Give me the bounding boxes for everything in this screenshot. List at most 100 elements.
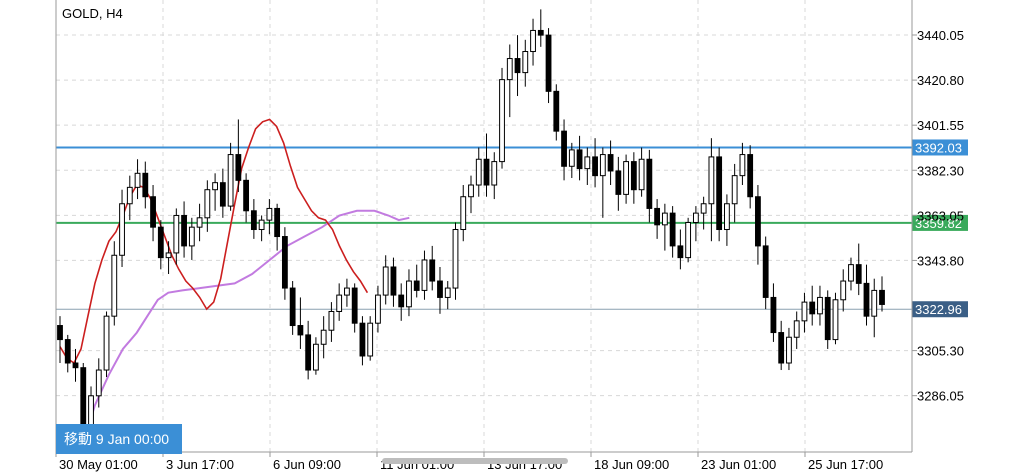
nav-tag-background[interactable] [56,424,182,454]
candle [731,163,738,223]
bull-candle-body [685,221,692,259]
candle [615,156,622,211]
candle [553,84,560,141]
price-line-tag [912,139,968,156]
bear-candle-body [305,334,312,371]
candle [537,9,544,47]
candle [669,206,676,258]
candle [95,358,102,408]
bull-candle-body [708,156,715,205]
candle [452,222,459,300]
bull-candle-body [88,395,94,430]
candle [762,236,769,310]
horizontal-scrollbar[interactable] [382,458,568,464]
candle [336,283,343,321]
bull-candle-body [724,203,730,231]
bull-candle-body [320,329,327,345]
bull-candle-body [460,196,467,231]
x-tick-label: 23 Jun 01:00 [701,457,776,472]
y-tick-label: 3363.05 [917,208,964,223]
candle [809,285,816,326]
candle [219,168,226,218]
candle [561,119,567,181]
candle [235,119,242,193]
bull-candle-body [188,226,195,247]
candle [848,257,854,291]
candle [499,67,505,169]
candle [778,320,785,371]
candle [444,281,451,310]
bull-candle-body [336,294,343,312]
bull-candle-body [313,343,319,371]
bull-candle-body [165,252,172,259]
bull-candle-body [367,322,374,357]
bull-candle-body [406,280,412,308]
bull-candle-body [266,207,273,221]
candle [188,217,195,260]
chart-grid [56,0,912,452]
candle [227,142,234,211]
bull-candle-body [568,149,575,167]
candle [468,175,474,214]
candle [801,292,808,333]
candle [630,152,637,204]
x-tick-label: 30 May 01:00 [59,457,138,472]
nav-tag-label[interactable]: 移動 9 Jan 00:00 [64,431,169,447]
bull-candle-body [258,219,265,231]
candle [692,206,699,242]
bear-candle-body [646,158,653,209]
bear-candle-body [592,156,598,177]
candle [344,278,350,307]
candle [320,316,327,359]
candle [661,203,668,251]
bull-candle-body [111,254,118,317]
x-tick-label: 6 Jun 09:00 [273,457,341,472]
bear-candle-body [824,296,831,341]
candle [367,316,374,361]
bear-candle-body [630,161,637,191]
bull-candle-body [475,158,482,186]
bear-candle-body [250,210,257,231]
candle [863,264,870,326]
bull-candle-body [700,203,707,214]
candle [855,243,862,296]
candle [57,316,63,364]
bull-candle-body [793,320,800,338]
bull-candle-body [623,161,629,195]
bull-candle-body [119,203,125,256]
candle [313,337,319,375]
candle [250,199,257,239]
bear-candle-body [537,29,544,36]
bull-candle-body [739,154,746,177]
candle [165,241,172,275]
bull-candle-body [452,229,459,289]
candle [382,255,389,305]
candle [72,348,79,382]
bear-candle-body [879,289,885,305]
bear-candle-body [669,212,676,247]
candle [351,283,358,333]
candle [770,283,777,342]
bull-candle-body [134,172,141,188]
bear-candle-body [359,322,366,357]
candle [281,227,288,300]
bear-candle-body [274,207,281,238]
candle [157,220,164,270]
bear-candle-body [64,339,71,364]
bear-candle-body [150,196,156,228]
candle [111,241,118,326]
y-tick-label: 3440.05 [917,28,964,43]
bear-candle-body [863,282,870,317]
candle [204,180,211,232]
y-tick-label: 3305.30 [917,344,964,359]
bull-candle-body [638,158,645,191]
horizontal-lines[interactable]: 3392.03 3359.82 3322.96 [56,139,968,318]
bull-candle-body [103,315,110,371]
bull-candle-body [731,175,738,205]
y-tick-label: 3382.30 [917,163,964,178]
bear-candle-body [615,170,622,195]
bull-candle-body [204,189,211,219]
bull-candle-body [126,186,133,205]
bear-candle-body [654,207,661,226]
